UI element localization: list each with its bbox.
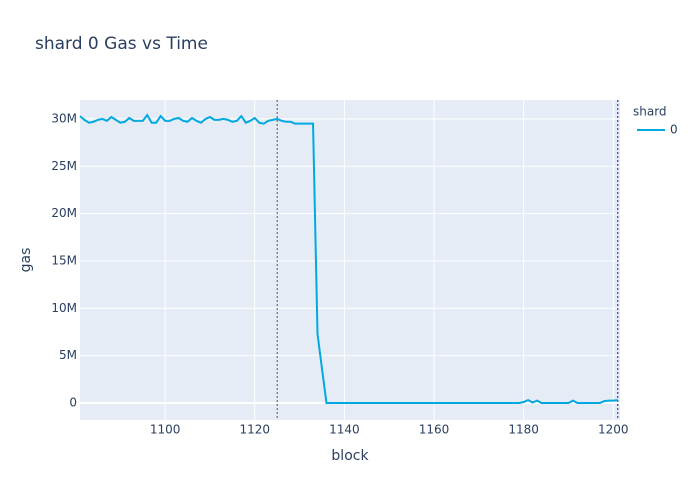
plot-area [80,100,620,420]
y-tick-label: 0 [69,395,77,409]
y-tick-label: 15M [51,253,77,267]
x-tick-label: 1140 [329,423,360,437]
x-tick-label: 1200 [598,423,629,437]
y-tick-label: 10M [51,301,77,315]
y-tick-label: 20M [51,206,77,220]
x-tick-label: 1100 [150,423,181,437]
y-axis-label: gas [18,248,34,273]
y-tick-label: 30M [51,111,77,125]
legend-label: 0 [670,123,678,137]
data-line [79,113,618,404]
x-axis-label: block [331,448,369,464]
x-tick-label: 1160 [419,423,450,437]
chart-title: shard 0 Gas vs Time [35,34,208,54]
legend-title: shard [633,105,667,119]
y-tick-label: 25M [51,159,77,173]
x-tick-label: 1180 [508,423,539,437]
y-tick-label: 5M [59,348,77,362]
x-tick-label: 1120 [239,423,270,437]
